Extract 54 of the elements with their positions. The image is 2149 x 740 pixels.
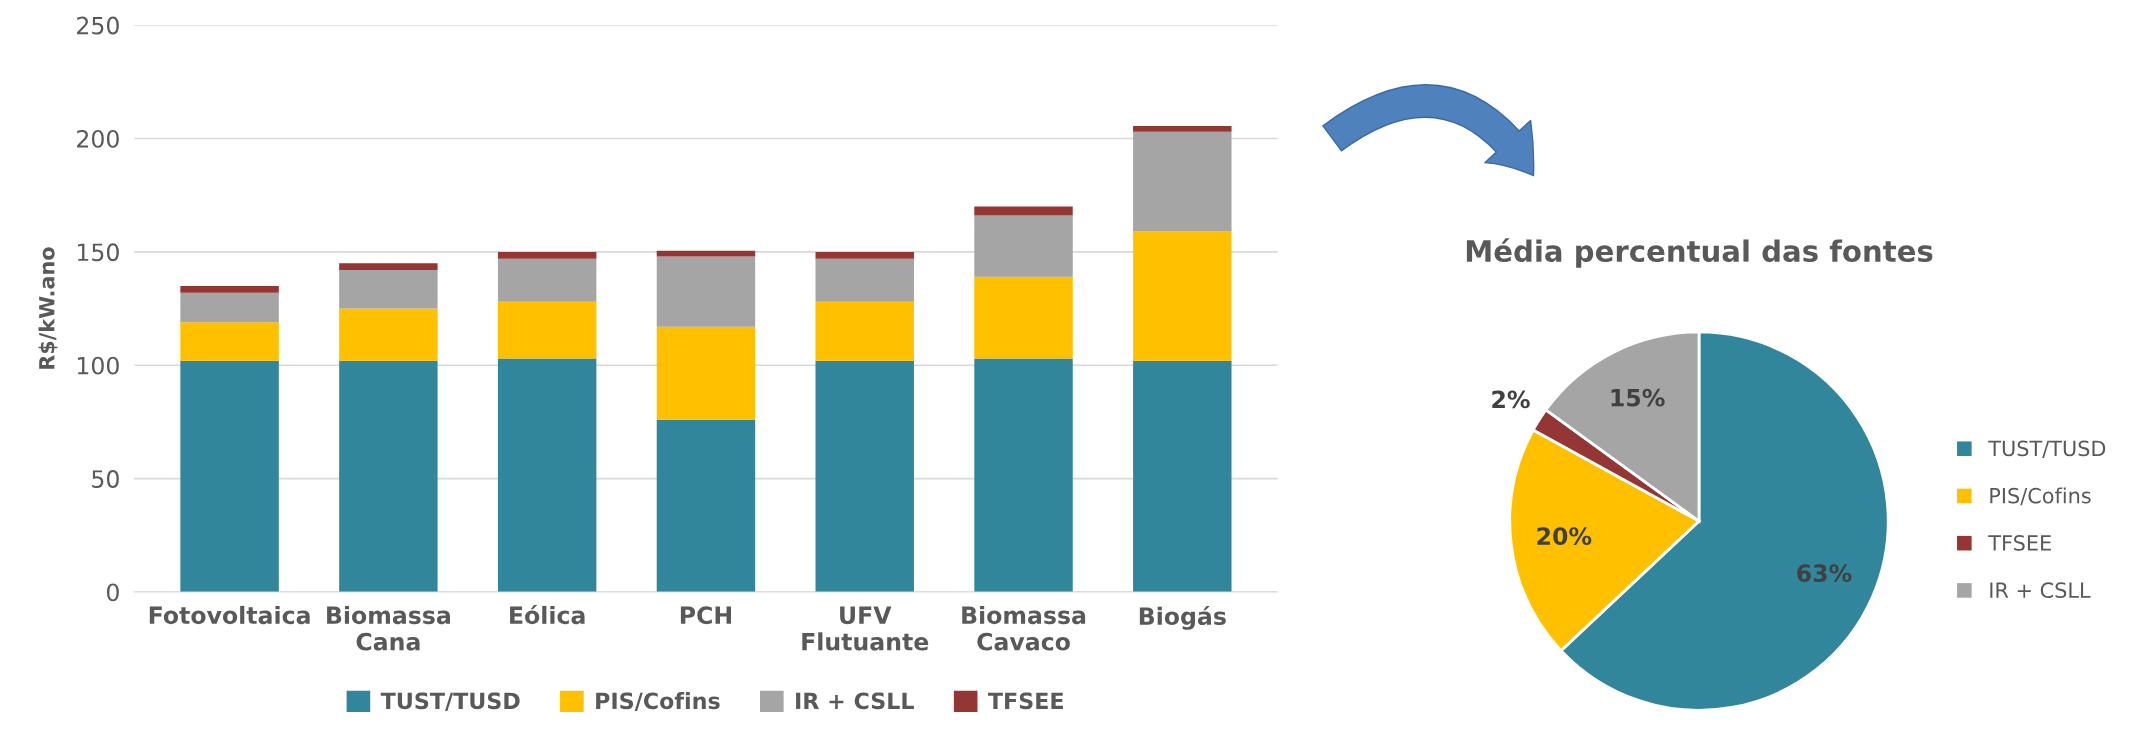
bar	[339, 270, 438, 309]
chart-title: Média percentual das fontes	[1466, 238, 1933, 268]
y-tick-label: 200	[77, 129, 119, 148]
bar	[1133, 360, 1232, 592]
bar	[815, 258, 914, 302]
bar	[339, 360, 438, 592]
data-label: 63%	[1797, 564, 1852, 583]
y-tick-label: 150	[77, 243, 119, 262]
bar	[180, 292, 279, 323]
legend-label: TUST/TUSD	[1988, 440, 2106, 458]
bar	[815, 301, 914, 361]
y-tick-label: 100	[77, 356, 119, 375]
bar	[974, 206, 1073, 216]
legend-label: TFSEE	[987, 692, 1063, 710]
legend-label: TFSEE	[1988, 535, 2051, 551]
bar	[656, 326, 756, 420]
bar	[1133, 126, 1232, 132]
x-tick-label: Biogás	[1139, 605, 1226, 630]
bar	[180, 360, 279, 592]
bar	[180, 285, 279, 293]
bar	[1133, 131, 1232, 232]
bar	[497, 301, 597, 359]
data-label: 15%	[1611, 388, 1665, 407]
data-label: 2%	[1492, 390, 1530, 409]
bar	[339, 263, 438, 271]
legend-label: PIS/Cofins	[596, 692, 720, 711]
y-axis-title: R$/kW.ano	[38, 247, 58, 369]
x-tick-label: PCH	[680, 606, 731, 625]
bar	[974, 358, 1073, 592]
x-tick-label: Biomassa Cana	[327, 605, 450, 651]
y-tick-label: 0	[106, 583, 119, 602]
x-tick-label: Eólica	[510, 604, 585, 625]
bar	[974, 276, 1073, 359]
bar	[815, 251, 914, 259]
y-tick-label: 250	[77, 16, 119, 35]
bar	[497, 358, 597, 592]
bar	[656, 256, 756, 327]
x-tick-label: UFV Flutuante	[802, 606, 929, 651]
x-tick-label: Biomassa Cavaco	[962, 605, 1086, 651]
legend-label: TUST/TUSD	[380, 692, 520, 711]
bar	[497, 258, 597, 302]
bar	[180, 322, 279, 361]
bar	[974, 215, 1073, 277]
x-tick-label: Fotovoltaica	[149, 605, 310, 625]
legend-label: IR + CSLL	[796, 692, 914, 710]
legend-label: IR + CSLL	[1990, 582, 2091, 599]
bar	[339, 308, 438, 361]
y-tick-label: 50	[92, 470, 119, 488]
bar	[656, 419, 756, 592]
bar	[1133, 231, 1232, 361]
bar	[815, 360, 914, 592]
data-label: 20%	[1537, 527, 1592, 546]
legend-label: PIS/Cofins	[1990, 487, 2091, 506]
bar	[497, 251, 597, 259]
